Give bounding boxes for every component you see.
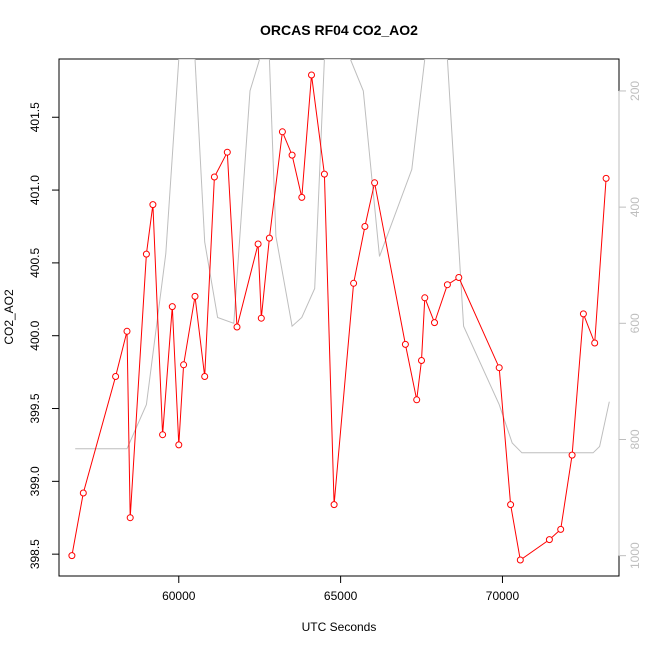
y2-tick-label: 400 xyxy=(628,197,642,217)
co2-point xyxy=(421,294,429,302)
co2-point xyxy=(201,373,209,380)
y2-tick-label: 200 xyxy=(628,81,642,101)
x-tick-label: 65000 xyxy=(324,589,358,603)
co2-point xyxy=(278,128,286,136)
co2-point xyxy=(142,250,150,258)
x-tick-label: 60000 xyxy=(162,589,196,603)
y-tick-label: 400.5 xyxy=(28,248,42,278)
co2-point xyxy=(516,556,524,564)
co2-point xyxy=(233,323,241,331)
co2-point xyxy=(350,279,358,287)
y2-tick-label: 1000 xyxy=(628,542,642,569)
co2-point xyxy=(455,274,463,281)
co2-point xyxy=(149,201,157,209)
co2-point xyxy=(159,431,167,439)
x-axis-label: UTC Seconds xyxy=(302,620,377,634)
co2-point xyxy=(254,240,262,248)
co2-point xyxy=(68,552,76,560)
co2-point xyxy=(210,173,218,181)
co2-point xyxy=(330,501,338,509)
co2-point xyxy=(168,303,176,311)
x-axis: 60000 65000 70000 xyxy=(162,575,520,603)
y-axis-label: CO2_AO2 xyxy=(2,289,16,345)
co2-point xyxy=(257,314,265,322)
co2-point xyxy=(401,340,409,348)
co2-point xyxy=(298,193,306,201)
co2-point xyxy=(579,310,587,318)
co2-point xyxy=(431,319,438,327)
co2-point xyxy=(602,174,610,182)
co2-point xyxy=(413,396,421,404)
co2-point xyxy=(443,281,451,289)
co2-point xyxy=(568,451,576,459)
y-tick-label: 398.5 xyxy=(28,539,42,569)
pressure-line xyxy=(75,59,610,454)
y-tick-label: 399.5 xyxy=(28,393,42,423)
co2-point xyxy=(79,489,87,497)
y-tick-label: 399.0 xyxy=(28,466,42,496)
y-tick-label: 400.0 xyxy=(28,320,42,350)
y2-axis: 200 400 600 800 1000 xyxy=(618,81,642,569)
co2-point xyxy=(495,364,503,372)
y2-tick-label: 600 xyxy=(628,313,642,333)
co2-point xyxy=(591,339,599,347)
co2-point xyxy=(126,514,134,522)
co2-point xyxy=(265,234,273,242)
y2-tick-label: 800 xyxy=(628,429,642,449)
co2-series xyxy=(68,71,610,564)
co2-point xyxy=(191,292,199,300)
co2-point xyxy=(545,536,553,544)
co2-point xyxy=(288,151,296,159)
y-axis: 398.5 399.0 399.5 400.0 400.5 401.0 401.5 xyxy=(28,102,60,569)
co2-point xyxy=(320,170,328,178)
pressure-series xyxy=(75,59,610,454)
chart-title: ORCAS RF04 CO2_AO2 xyxy=(260,22,418,38)
y-tick-label: 401.5 xyxy=(28,102,42,132)
co2-point xyxy=(361,223,369,230)
co2-point xyxy=(418,357,425,364)
co2-point xyxy=(123,327,131,335)
y-tick-label: 401.0 xyxy=(28,175,42,205)
co2-point xyxy=(175,441,183,449)
co2-point xyxy=(507,501,515,509)
co2-point xyxy=(308,71,315,79)
co2-line xyxy=(71,74,607,561)
co2-point xyxy=(557,525,565,533)
co2-point xyxy=(223,148,231,156)
x-tick-label: 70000 xyxy=(486,589,520,603)
co2-point xyxy=(112,373,120,380)
co2-point xyxy=(371,179,379,187)
co2-point xyxy=(180,361,188,369)
